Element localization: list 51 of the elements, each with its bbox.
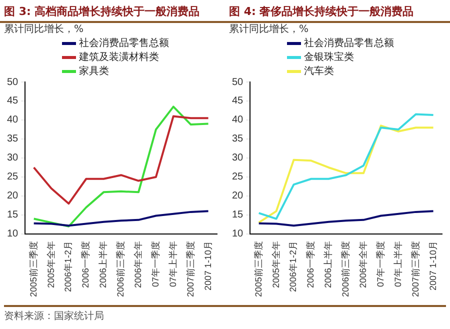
x-tick-label: 2006年1-2月 — [288, 240, 298, 292]
y-tick-label: 20 — [232, 190, 244, 202]
x-tick-label: 2007 1-10月 — [202, 240, 213, 291]
x-tick-label: 2006年全年 — [132, 240, 143, 288]
y-tick-label: 20 — [7, 190, 19, 202]
x-tick-label: 2007前三季度 — [410, 240, 420, 298]
x-tick-label: 2006年1-2月 — [63, 240, 74, 292]
x-tick-label: 2006前三季度 — [340, 240, 351, 298]
y-tick-label: 25 — [7, 172, 19, 183]
x-tick-label: 2007前三季度 — [185, 240, 196, 298]
x-tick-label: 07年一季度 — [150, 240, 160, 287]
x-tick-label: 2006年全年 — [358, 240, 368, 288]
legend-label: 汽车类 — [303, 64, 335, 78]
legend-label: 金银珠宝类 — [303, 50, 355, 64]
x-tick-label: 2005前三季度 — [28, 240, 38, 298]
x-tick-label: 07年上半年 — [168, 240, 178, 287]
chart-title: 图 3: 高档商品增长持续快于一般消费品 — [0, 0, 225, 23]
x-tick-label: 07年上半年 — [392, 240, 403, 287]
x-tick-label: 2006前三季度 — [116, 240, 126, 298]
x-tick-label: 2005年全年 — [270, 240, 281, 288]
y-tick-label: 40 — [232, 114, 244, 126]
x-tick-label: 2006上半年 — [98, 240, 108, 288]
x-tick-label: 2005年全年 — [46, 240, 56, 288]
legend-label: 家具类 — [78, 64, 110, 78]
x-tick-label: 07年一季度 — [375, 240, 386, 287]
y-axis-title: 累计同比增长，% — [4, 22, 84, 36]
y-tick-label: 45 — [7, 96, 19, 107]
y-tick-label: 35 — [232, 134, 244, 145]
y-tick-label: 50 — [232, 76, 244, 88]
y-tick-label: 15 — [232, 210, 244, 221]
y-tick-label: 30 — [232, 152, 244, 164]
y-tick-label: 50 — [7, 76, 19, 88]
legend-label: 社会消费品零售总额 — [78, 36, 169, 50]
y-axis-title: 累计同比增长，% — [229, 22, 309, 36]
x-tick-label: 2005前三季度 — [253, 240, 264, 298]
y-tick-label: 35 — [7, 134, 19, 145]
legend-label: 社会消费品零售总额 — [303, 36, 394, 50]
y-tick-label: 15 — [7, 210, 19, 221]
legend-label: 建筑及装潢材料类 — [78, 50, 160, 64]
chart-title: 图 4: 奢侈品增长持续快于一般消费品 — [225, 0, 450, 23]
x-tick-label: 2006一季度 — [306, 240, 316, 288]
y-tick-label: 40 — [7, 114, 19, 126]
x-tick-label: 2006一季度 — [80, 240, 91, 288]
y-tick-label: 30 — [7, 152, 19, 164]
y-tick-label: 25 — [232, 172, 244, 183]
x-tick-label: 2006上半年 — [323, 240, 334, 288]
x-tick-label: 2007 1-10月 — [428, 240, 438, 291]
y-tick-label: 10 — [7, 228, 19, 240]
y-tick-label: 45 — [232, 96, 244, 107]
text: 资料来源：国家统计局 — [4, 305, 446, 323]
y-tick-label: 10 — [232, 228, 244, 240]
